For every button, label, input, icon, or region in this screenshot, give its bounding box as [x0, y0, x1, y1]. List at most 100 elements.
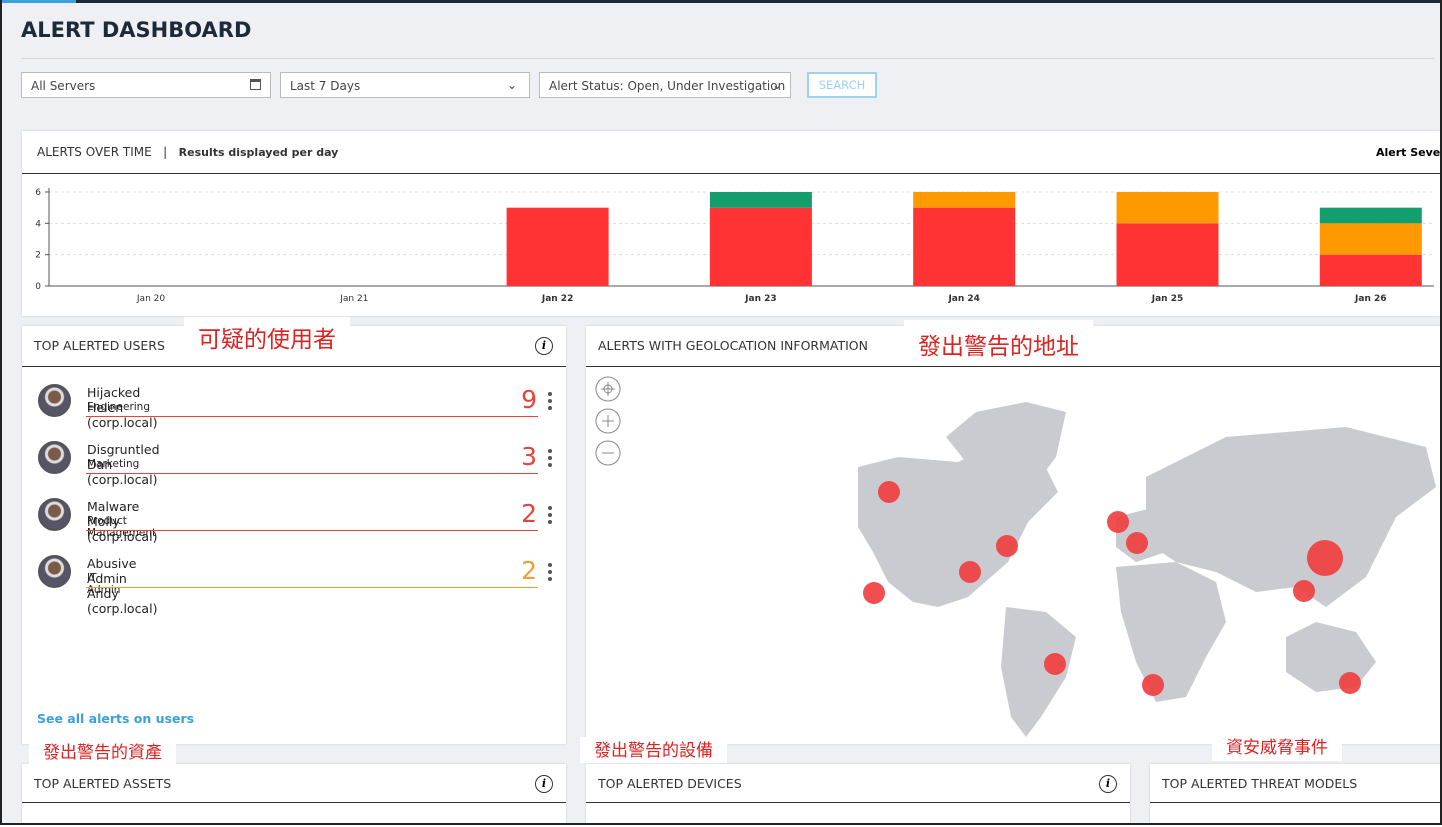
user-name: Hijacked Helen (corp.local)	[87, 385, 158, 430]
bar-segment	[913, 207, 1016, 286]
menu-dot	[548, 406, 552, 410]
divider	[586, 366, 1440, 367]
bar-segment	[709, 207, 812, 286]
panel-title: TOP ALERTED DEVICES	[598, 776, 742, 791]
annotation: 可疑的使用者	[184, 317, 350, 357]
user-name: Malware Molly (corp.local)	[87, 499, 158, 544]
bar-segment	[1116, 223, 1219, 286]
x-tick-label: Jan 20	[136, 294, 165, 304]
panel-title: TOP ALERTED ASSETS	[34, 776, 172, 791]
search-button[interactable]: SEARCH	[807, 72, 877, 98]
avatar	[38, 384, 71, 417]
calendar-icon	[250, 79, 261, 90]
menu-dot	[548, 392, 552, 396]
annotation: 資安威脅事件	[1212, 735, 1342, 761]
server-filter-text: All Servers	[31, 79, 96, 93]
user-dept: IT Admin	[87, 572, 121, 596]
menu-dot	[548, 456, 552, 460]
geo-panel: ALERTS WITH GEOLOCATION INFORMATION	[586, 326, 1440, 744]
underline	[86, 530, 538, 531]
top-bar	[2, 0, 1440, 3]
y-tick-label: 0	[35, 282, 41, 292]
menu-dot	[548, 506, 552, 510]
divider	[22, 802, 566, 803]
world-map	[595, 376, 1436, 737]
info-icon[interactable]: i	[1099, 775, 1117, 793]
divider	[586, 802, 1130, 803]
underline	[86, 416, 538, 417]
annotation: 發出警告的地址	[904, 320, 1093, 365]
page-title: ALERT DASHBOARD	[21, 18, 252, 42]
bar-segment	[709, 192, 812, 208]
y-tick-label: 2	[35, 251, 41, 261]
underline	[86, 587, 538, 588]
x-tick-label: Jan 25	[1151, 294, 1184, 304]
user-dept: Engineering	[87, 401, 150, 413]
bar-segment	[1319, 223, 1422, 255]
alert-count: 3	[521, 442, 537, 471]
chart: 0 2 4 6 Jan 20 Jan 21 Jan 22 Jan 23 Jan 24 Jan 25…	[35, 188, 1434, 304]
alert-count: 2	[521, 499, 537, 528]
bar-segment	[1116, 192, 1219, 224]
devices-panel: TOP ALERTED DEVICES i	[586, 764, 1130, 823]
divider	[22, 366, 566, 367]
menu-dot	[548, 563, 552, 567]
panel-title: ALERTS OVER TIME	[37, 145, 152, 159]
see-all-link[interactable]: See all alerts on users	[37, 711, 195, 726]
x-tick-label: Jan 24	[947, 294, 980, 304]
panel-title: ALERTS WITH GEOLOCATION INFORMATION	[598, 338, 868, 353]
x-tick-label: Jan 23	[744, 294, 777, 304]
divider	[22, 173, 1440, 174]
period-filter[interactable]: Last 7 Days ⌄	[280, 72, 530, 98]
subtitle: Results displayed per day	[178, 146, 339, 159]
avatar	[38, 498, 71, 531]
avatar	[38, 555, 71, 588]
bar-segment	[1319, 207, 1422, 224]
y-tick-label: 6	[35, 188, 41, 198]
map-controls[interactable]	[595, 376, 621, 466]
assets-panel: TOP ALERTED ASSETS i	[22, 764, 566, 823]
server-filter[interactable]: All Servers	[21, 72, 271, 98]
underline	[86, 473, 538, 474]
x-tick-label: Jan 21	[339, 294, 368, 304]
menu-dot	[548, 513, 552, 517]
menu-dot	[548, 577, 552, 581]
bar-segment	[1319, 254, 1422, 286]
y-tick-label: 4	[35, 219, 41, 229]
menu-dot	[548, 520, 552, 524]
threats-panel: TOP ALERTED THREAT MODELS	[1150, 764, 1440, 823]
annotation: 發出警告的資產	[29, 740, 176, 766]
alert-locations	[863, 481, 1361, 696]
divider	[1150, 802, 1440, 803]
avatar	[38, 441, 71, 474]
period-filter-text: Last 7 Days	[290, 79, 361, 93]
x-tick-label: Jan 22	[541, 294, 574, 304]
panel-title: TOP ALERTED THREAT MODELS	[1162, 776, 1358, 791]
continents	[858, 402, 1436, 737]
status-filter[interactable]: Alert Status: Open, Under Investigation ⌄	[539, 72, 791, 98]
user-dept: Product Management	[87, 515, 157, 539]
user-name: Disgruntled Dan (corp.local)	[87, 442, 160, 487]
info-icon[interactable]: i	[535, 775, 553, 793]
status-filter-text: Alert Status: Open, Under Investigation	[549, 79, 786, 93]
menu-dot	[548, 449, 552, 453]
divider	[21, 58, 1434, 59]
users-panel: TOP ALERTED USERS i See all alerts on us…	[22, 326, 566, 744]
bar-segment	[506, 207, 609, 286]
user-name: Abusive Admin Andy (corp.local)	[87, 556, 158, 616]
legend-label: Alert Sever	[1376, 146, 1442, 159]
x-tick-label: Jan 26	[1354, 294, 1387, 304]
separator: |	[163, 145, 168, 159]
info-icon[interactable]: i	[535, 337, 553, 355]
top-bar-accent	[2, 0, 76, 3]
alert-count: 9	[521, 385, 537, 414]
alert-count: 2	[521, 556, 537, 585]
bar-segment	[913, 192, 1016, 208]
panel-title: TOP ALERTED USERS	[34, 338, 165, 353]
menu-dot	[548, 570, 552, 574]
menu-dot	[548, 463, 552, 467]
user-dept: Marketing	[87, 458, 140, 470]
chevron: ⌄	[771, 78, 782, 92]
annotation: 發出警告的設備	[580, 737, 727, 763]
